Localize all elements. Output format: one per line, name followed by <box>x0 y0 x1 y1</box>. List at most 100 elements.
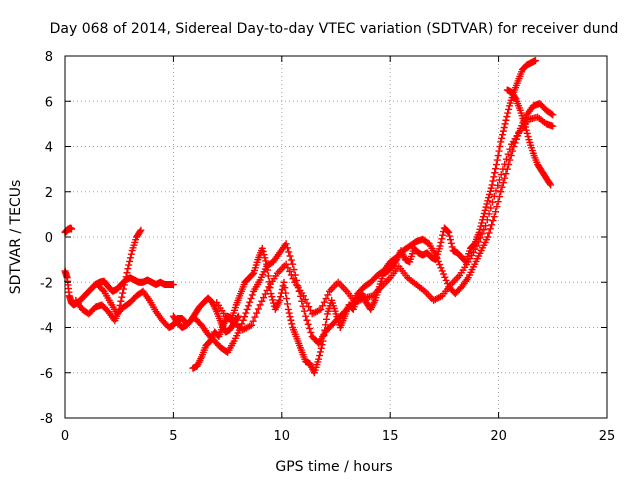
data-point <box>251 313 259 321</box>
data-point <box>489 217 497 225</box>
data-point <box>300 307 308 315</box>
data-point <box>504 109 512 117</box>
data-point <box>485 194 493 202</box>
data-point <box>447 239 455 247</box>
data-point <box>501 160 509 168</box>
data-point <box>499 179 507 187</box>
data-point <box>248 291 256 299</box>
data-point <box>324 291 332 299</box>
data-point <box>485 190 493 198</box>
data-point <box>263 286 271 294</box>
data-point <box>502 155 510 163</box>
data-point <box>249 270 257 278</box>
y-tick-label: 4 <box>45 141 53 156</box>
data-point <box>482 222 490 230</box>
data-point <box>487 204 495 212</box>
data-point <box>502 170 510 178</box>
data-point <box>497 138 505 146</box>
data-point <box>488 221 496 229</box>
data-point <box>478 219 486 227</box>
data-point <box>507 152 515 160</box>
data-point <box>446 236 454 244</box>
data-point <box>303 316 311 324</box>
data-point <box>120 281 128 289</box>
data-point <box>490 173 498 181</box>
data-point <box>121 277 129 285</box>
series-arc-3 <box>72 226 145 325</box>
data-point <box>289 275 297 283</box>
series-arc-4 <box>94 281 190 331</box>
data-point <box>316 348 324 356</box>
data-point <box>524 133 532 141</box>
data-point <box>499 165 507 173</box>
data-point <box>490 192 498 200</box>
y-tick-label: -4 <box>40 322 53 337</box>
data-point <box>319 302 327 310</box>
data-point <box>433 254 441 262</box>
data-point <box>269 296 277 304</box>
data-point <box>260 251 268 259</box>
data-point <box>286 252 294 260</box>
data-point <box>440 270 448 278</box>
data-point <box>301 295 309 303</box>
data-point <box>492 165 500 173</box>
data-point <box>282 289 290 297</box>
data-point <box>261 290 269 298</box>
data-point <box>122 273 130 281</box>
chart-title: Day 068 of 2014, Sidereal Day-to-day VTE… <box>50 21 619 37</box>
data-point <box>489 198 497 206</box>
data-point <box>485 210 493 218</box>
data-point <box>503 113 511 121</box>
y-tick-label: 0 <box>45 231 53 246</box>
data-point <box>506 145 514 153</box>
data-point <box>286 267 294 275</box>
data-point <box>501 174 509 182</box>
data-point <box>499 127 507 135</box>
data-point <box>283 300 291 308</box>
data-point <box>124 265 132 273</box>
data-point <box>475 238 483 246</box>
data-point <box>287 271 295 279</box>
data-point <box>290 266 298 274</box>
data-point <box>480 226 488 234</box>
data-point <box>247 295 255 303</box>
data-marks <box>61 57 557 377</box>
x-tick-label: 15 <box>382 429 399 444</box>
data-point <box>317 344 325 352</box>
axis-ticks: 0 5 10 15 20 25 -8 -6 -4 -2 0 2 4 6 8 <box>40 50 615 444</box>
data-point <box>247 321 255 329</box>
data-point <box>490 213 498 221</box>
data-point <box>322 295 330 303</box>
data-point <box>260 294 268 302</box>
data-point <box>276 296 284 304</box>
y-tick-label: -2 <box>40 276 53 291</box>
data-point <box>475 228 483 236</box>
data-point <box>549 111 557 119</box>
data-point <box>125 261 133 269</box>
data-point <box>136 228 144 236</box>
data-point <box>439 231 447 239</box>
x-tick-label: 20 <box>490 429 507 444</box>
series-arc-6 <box>191 100 557 356</box>
data-point <box>169 281 177 289</box>
data-point <box>299 292 307 300</box>
data-point <box>506 156 514 164</box>
data-point <box>484 197 492 205</box>
grid <box>65 56 607 418</box>
y-tick-label: -8 <box>40 412 53 427</box>
data-point <box>501 120 509 128</box>
x-tick-label: 5 <box>169 429 177 444</box>
series-arc-8 <box>503 86 555 189</box>
data-point <box>320 298 328 306</box>
data-point <box>282 240 290 248</box>
data-point <box>68 225 76 233</box>
data-point <box>259 247 267 255</box>
data-point <box>504 150 512 158</box>
data-point <box>495 176 503 184</box>
data-point <box>523 129 531 137</box>
data-point <box>479 213 487 221</box>
x-tick-label: 10 <box>274 429 291 444</box>
data-point <box>473 242 481 250</box>
data-point <box>322 321 330 329</box>
data-point <box>438 235 446 243</box>
